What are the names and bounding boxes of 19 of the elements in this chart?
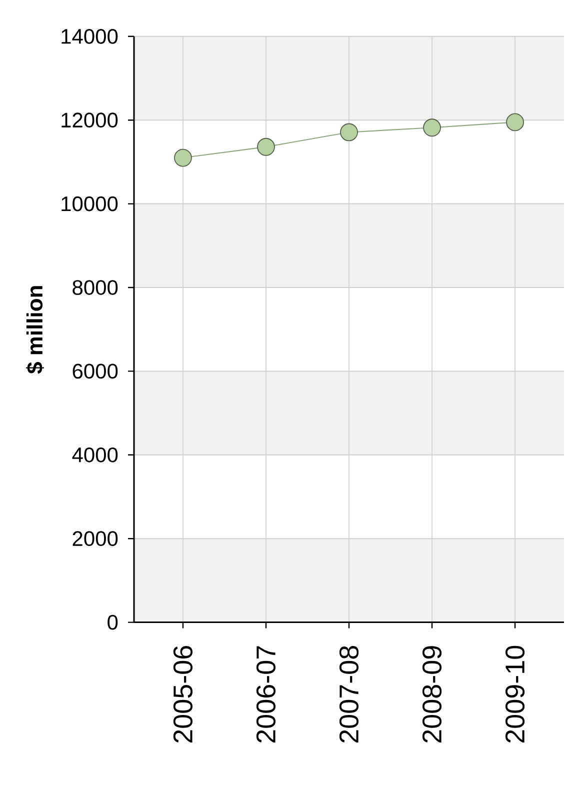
point xyxy=(423,118,441,137)
point xyxy=(340,123,358,142)
y-tick-label: 8000 xyxy=(72,280,118,295)
y-tick-label: 10000 xyxy=(62,196,118,212)
y-tick-label: 4000 xyxy=(72,447,118,462)
y-tick-label: 2000 xyxy=(72,531,118,546)
point xyxy=(506,113,524,132)
y-tick-label: 14000 xyxy=(62,28,118,44)
x-tick-label: 2006-07 xyxy=(256,646,276,743)
point xyxy=(174,148,192,167)
x-tick-label: 2009-10 xyxy=(505,646,525,743)
y-tick-label: 6000 xyxy=(72,364,118,379)
y-tick-label: 12000 xyxy=(62,112,118,128)
x-tick-label: 2007-08 xyxy=(339,646,359,743)
x-tick-label: 2008-09 xyxy=(422,646,442,743)
y-tick-label: 0 xyxy=(108,614,118,630)
x-tick-label: 2005-06 xyxy=(173,646,193,743)
y-axis-title: $ million xyxy=(26,286,44,374)
point xyxy=(257,138,275,156)
